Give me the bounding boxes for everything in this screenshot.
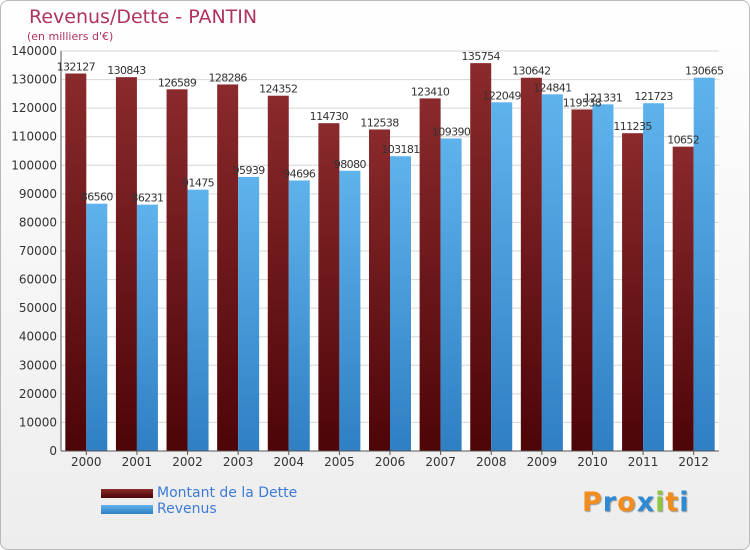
bar-revenus [491,102,513,451]
logo-letter: x [636,487,656,518]
data-label-dette: 130642 [512,65,550,78]
bar-dette [369,129,390,451]
y-tick-label: 30000 [19,358,57,372]
bar-dette [571,109,593,451]
data-label-revenus: 91475 [182,177,215,190]
data-label-dette: 111235 [613,120,652,133]
data-label-revenus: 95939 [233,164,266,177]
bar-dette [166,89,188,452]
legend-swatch-revenus [101,505,153,514]
y-tick-label: 0 [49,444,57,458]
legend-label-dette: Montant de la Dette [157,485,298,501]
y-tick-label: 90000 [19,187,57,201]
bar-dette [115,77,137,452]
y-tick-label: 20000 [19,387,57,401]
bar-revenus [288,180,310,451]
x-tick-label: 2004 [273,455,304,469]
data-label-dette: 135754 [462,50,501,63]
data-label-revenus: 109390 [432,125,471,138]
chart-subtitle: (en milliers d'€) [27,30,114,43]
logo-letter: t [665,487,680,518]
x-tick-label: 2007 [425,455,456,469]
data-label-dette: 119538 [563,96,602,109]
bar-dette [65,73,87,451]
bar-revenus [86,203,108,451]
x-tick-label: 2011 [628,455,659,469]
data-label-dette: 128286 [208,71,247,84]
bar-revenus [187,189,209,451]
bar-dette [622,133,644,451]
data-label-dette: 130843 [107,64,146,77]
proxiti-logo: Proxiti [582,487,690,518]
y-tick-label: 80000 [19,215,57,229]
bar-dette [318,123,340,451]
y-tick-label: 60000 [19,273,57,287]
y-tick-label: 140000 [11,44,57,58]
bar-revenus [339,170,361,451]
y-tick-label: 50000 [19,301,57,315]
bar-dette [470,63,492,451]
bar-revenus [238,176,260,452]
x-tick-label: 2012 [678,455,709,469]
bar-revenus [136,204,158,451]
bar-revenus [390,156,411,451]
data-label-dette: 124352 [259,83,297,96]
y-tick-label: 110000 [11,130,57,144]
logo-letter: P [582,487,603,518]
x-tick-label: 2001 [122,455,153,469]
legend-label-revenus: Revenus [157,501,217,517]
logo-letter: o [617,487,637,518]
bar-revenus [440,138,462,451]
bar-revenus [693,77,715,452]
y-tick-label: 130000 [11,73,57,87]
data-label-revenus: 130665 [685,65,724,78]
bar-dette [217,84,239,452]
data-label-revenus: 98080 [334,158,367,171]
data-label-revenus: 103181 [381,143,419,156]
logo-letter: i [679,487,690,518]
data-label-dette: 10652 [667,134,699,147]
data-label-revenus: 124841 [533,81,571,94]
legend-swatch-dette [101,489,153,498]
data-label-revenus: 121723 [634,90,673,103]
y-tick-label: 70000 [19,244,57,258]
x-tick-label: 2000 [71,455,102,469]
logo-letter: r [602,487,618,518]
x-tick-label: 2009 [527,455,558,469]
data-label-revenus: 86560 [81,191,114,204]
bar-dette [520,77,542,451]
y-tick-label: 10000 [19,415,57,429]
y-tick-label: 120000 [11,101,57,115]
data-label-dette: 126589 [158,76,197,89]
x-tick-label: 2005 [324,455,355,469]
data-label-dette: 112538 [360,116,399,129]
y-tick-label: 100000 [11,158,57,172]
bar-dette [419,98,441,452]
x-tick-label: 2002 [172,455,203,469]
x-tick-label: 2006 [375,455,406,469]
x-tick-label: 2003 [223,455,254,469]
data-label-dette: 123410 [411,85,450,98]
data-label-revenus: 122049 [483,89,522,102]
data-label-revenus: 86231 [131,192,163,205]
data-label-dette: 114730 [310,110,349,123]
data-label-revenus: 121331 [584,91,622,104]
logo-letter: i [655,487,666,518]
legend-item-revenus: Revenus [101,501,361,519]
y-tick-label: 40000 [19,330,57,344]
bar-dette [672,146,694,451]
bar-dette [267,95,289,452]
bar-revenus [541,94,563,451]
bar-revenus [643,103,665,451]
x-tick-label: 2008 [476,455,507,469]
data-label-dette: 132127 [57,60,96,73]
data-label-revenus: 94696 [283,167,316,180]
chart-title: Revenus/Dette - PANTIN [29,6,258,28]
bar-revenus [592,104,614,451]
legend-item-dette: Montant de la Dette [101,485,361,503]
x-tick-label: 2010 [577,455,608,469]
